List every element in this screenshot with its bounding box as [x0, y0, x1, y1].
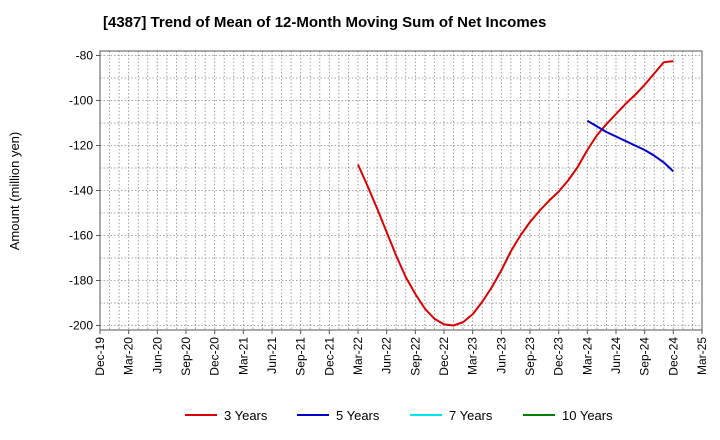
x-tick-label: Mar-22 — [351, 337, 365, 375]
x-tick-label: Mar-21 — [236, 337, 250, 375]
series-line-3-years — [357, 60, 674, 327]
x-tick-label: Sep-23 — [523, 337, 537, 376]
series-lines — [357, 60, 675, 327]
x-tick-label: Jun-20 — [150, 337, 164, 374]
legend-label: 7 Years — [449, 408, 493, 423]
x-tick-label: Jun-23 — [494, 337, 508, 374]
y-tick-label: -140 — [69, 184, 93, 198]
x-tick-label: Dec-21 — [322, 337, 336, 376]
y-axis-label: Amount (million yen) — [7, 132, 22, 251]
y-tick-label: -160 — [69, 229, 93, 243]
grid — [100, 51, 702, 330]
x-tick-label: Dec-20 — [208, 337, 222, 376]
y-tick-label: -180 — [69, 274, 93, 288]
y-tick-label: -100 — [69, 94, 93, 108]
x-tick-label: Sep-20 — [179, 337, 193, 376]
legend-label: 10 Years — [562, 408, 613, 423]
x-tick-label: Jun-22 — [380, 337, 394, 374]
x-tick-label: Mar-25 — [695, 337, 709, 375]
series-line-5-years — [586, 119, 675, 173]
y-tick-label: -200 — [69, 319, 93, 333]
x-tick-label: Mar-23 — [466, 337, 480, 375]
x-tick-label: Dec-22 — [437, 337, 451, 376]
x-tick-label: Jun-21 — [265, 337, 279, 374]
x-tick-label: Mar-20 — [122, 337, 136, 375]
x-tick-label: Dec-23 — [552, 337, 566, 376]
x-tick-label: Dec-19 — [93, 337, 107, 376]
y-tick-label: -120 — [69, 139, 93, 153]
x-tick-label: Jun-24 — [609, 337, 623, 374]
y-axis-ticks: -80 -100 -120 -140 -160 -180 -200 — [69, 49, 100, 333]
x-tick-label: Sep-22 — [408, 337, 422, 376]
y-tick-label: -80 — [76, 49, 94, 63]
x-tick-label: Mar-24 — [580, 337, 594, 375]
legend-label: 3 Years — [224, 408, 268, 423]
legend: 3 Years 5 Years 7 Years 10 Years — [185, 408, 613, 423]
x-axis-ticks: Dec-19 Mar-20 Jun-20 Sep-20 Dec-20 Mar-21 Jun-… — [93, 330, 709, 376]
legend-label: 5 Years — [336, 408, 380, 423]
x-tick-label: Sep-21 — [294, 337, 308, 376]
x-tick-label: Sep-24 — [638, 337, 652, 376]
chart-title: [4387] Trend of Mean of 12-Month Moving … — [103, 14, 547, 31]
x-tick-label: Dec-24 — [666, 337, 680, 376]
